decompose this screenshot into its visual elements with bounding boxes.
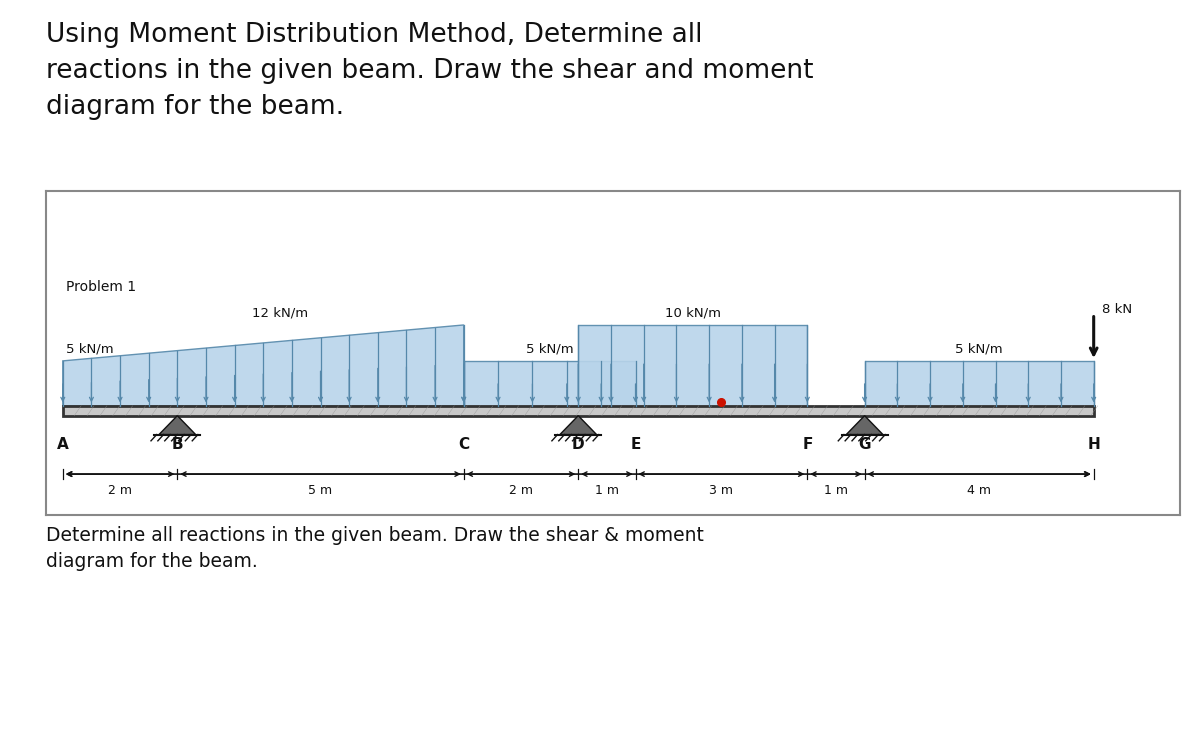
Text: B: B [172,437,184,452]
Text: E: E [630,437,641,452]
Polygon shape [578,325,808,406]
Text: 1 m: 1 m [595,484,619,497]
Text: Using Moment Distribution Method, Determine all
reactions in the given beam. Dra: Using Moment Distribution Method, Determ… [46,22,814,120]
Text: 8 kN: 8 kN [1103,303,1133,316]
Text: A: A [56,437,68,452]
Text: 5 kN/m: 5 kN/m [955,343,1003,356]
Polygon shape [158,416,196,434]
Text: 5 m: 5 m [308,484,332,497]
Text: 3 m: 3 m [709,484,733,497]
Polygon shape [62,325,463,406]
Text: C: C [458,437,469,452]
Polygon shape [846,416,883,434]
Polygon shape [560,416,596,434]
Polygon shape [463,361,636,406]
Text: Problem 1: Problem 1 [66,280,136,294]
Text: 12 kN/m: 12 kN/m [252,306,308,320]
Text: H: H [1087,437,1100,452]
Polygon shape [864,361,1093,406]
Text: 4 m: 4 m [967,484,991,497]
Bar [62,406,1093,416]
Text: 5 kN/m: 5 kN/m [66,343,113,356]
Text: G: G [858,437,871,452]
Text: 2 m: 2 m [509,484,533,497]
Text: 5 kN/m: 5 kN/m [526,343,574,356]
Text: 2 m: 2 m [108,484,132,497]
Text: D: D [572,437,584,452]
Text: 10 kN/m: 10 kN/m [665,306,721,320]
Text: Determine all reactions in the given beam. Draw the shear & moment
diagram for t: Determine all reactions in the given bea… [46,526,703,571]
Text: F: F [802,437,812,452]
Text: 1 m: 1 m [824,484,848,497]
